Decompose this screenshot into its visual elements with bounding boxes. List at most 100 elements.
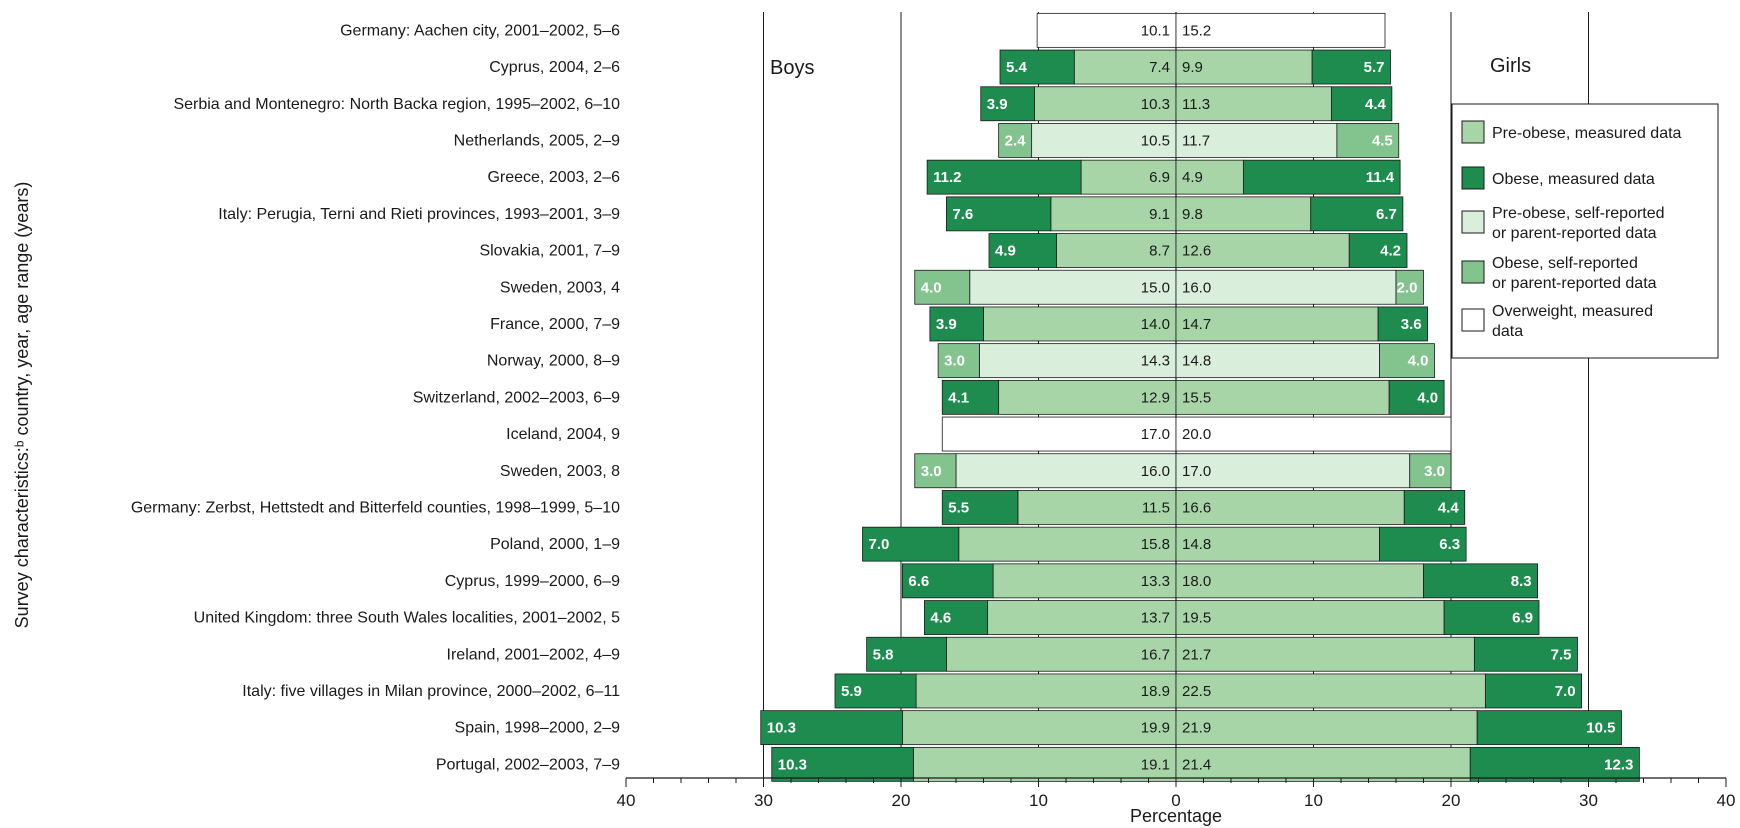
data-label: 10.3	[1141, 96, 1170, 113]
row-label: Cyprus, 1999–2000, 6–9	[445, 573, 620, 590]
bar-segment-pm	[1175, 526, 1380, 562]
bars: 10.1 15.2 5.4 7.4 5.7 9.9 3.9 10.3 4.4 11.3 2.4 10.…	[760, 12, 1640, 782]
data-label: 12.9	[1141, 389, 1170, 406]
row-label: Italy: Perugia, Terni and Rieti province…	[218, 206, 620, 223]
row-bars: 5.5 11.5 4.4 16.6	[941, 490, 1466, 525]
bar-segment-om	[980, 86, 1035, 122]
data-label: 19.5	[1182, 610, 1211, 627]
x-tick-label: 10	[1304, 791, 1323, 810]
data-label: 10.5	[1586, 720, 1615, 737]
bar-segment-os	[998, 123, 1033, 158]
data-label: 4.6	[930, 610, 951, 627]
bar-segment-pm	[1050, 196, 1177, 232]
legend-swatch	[1461, 260, 1485, 284]
bar-segment-om	[1473, 636, 1578, 672]
data-label: 3.0	[921, 463, 942, 480]
legend-label: or parent-reported data	[1492, 275, 1657, 292]
data-label: 4.1	[948, 389, 969, 406]
row-bars: 5.4 7.4 5.7 9.9	[999, 49, 1391, 85]
bar-segment-os	[1409, 453, 1452, 489]
bar-segment-om	[999, 49, 1075, 85]
data-label: 7.6	[952, 206, 973, 223]
bar-segment-om	[1311, 49, 1391, 85]
row-label: Germany: Aachen city, 2001–2002, 5–6	[340, 22, 620, 39]
row-label: Netherlands, 2005, 2–9	[454, 132, 620, 149]
row-bars: 4.1 12.9 4.0 15.5	[941, 379, 1445, 415]
bar-segment-pm	[1080, 159, 1177, 195]
data-label: 10.3	[767, 720, 796, 737]
data-label: 19.1	[1141, 756, 1170, 773]
row-bars: 6.6 13.3 8.3 18.0	[901, 563, 1539, 599]
x-tick-label: 30	[754, 791, 773, 810]
bar-segment-pm	[1033, 86, 1177, 122]
bar-segment-pm	[1175, 563, 1424, 599]
data-label: 10.3	[778, 756, 807, 773]
data-label: 19.9	[1141, 720, 1170, 737]
data-label: 14.8	[1182, 353, 1211, 370]
bar-segment-pm	[912, 746, 1177, 782]
data-label: 4.0	[921, 279, 942, 296]
x-tick-label: 40	[1717, 791, 1736, 810]
data-label: 9.8	[1182, 206, 1203, 223]
data-label: 4.9	[995, 243, 1016, 260]
data-label: 21.4	[1182, 756, 1211, 773]
row-bars: 3.9 10.3 4.4 11.3	[980, 86, 1393, 122]
row-bars: 17.0 20.0	[941, 416, 1452, 452]
x-tick-label: 20	[1442, 791, 1461, 810]
bar-segment-om	[1403, 490, 1466, 525]
row-label: Germany: Zerbst, Hettstedt and Bitterfel…	[131, 499, 620, 516]
row-bars: 5.8 16.7 7.5 21.7	[866, 636, 1578, 672]
legend-swatch	[1461, 166, 1485, 190]
row-label: Spain, 1998–2000, 2–9	[455, 720, 621, 737]
x-axis: 40 30 20 10 0 10 20 30 40	[617, 777, 1736, 810]
row-bars: 7.6 9.1 6.7 9.8	[945, 196, 1404, 232]
row-label: Italy: five villages in Milan province, …	[242, 683, 620, 700]
data-label: 12.3	[1604, 756, 1633, 773]
data-label: 14.7	[1182, 316, 1211, 333]
data-label: 4.9	[1182, 169, 1203, 186]
row-bars: 11.2 6.9 11.4 4.9	[926, 159, 1401, 195]
data-label: 3.0	[944, 353, 965, 370]
row-label: Slovakia, 2001, 7–9	[479, 243, 620, 260]
legend-label: Obese, self-reported	[1492, 255, 1638, 272]
data-label: 4.4	[1438, 499, 1460, 516]
row-label: France, 2000, 7–9	[490, 316, 620, 333]
bar-segment-om	[1423, 563, 1539, 599]
row-bars: 3.9 14.0 3.6 14.7	[929, 306, 1429, 342]
row-label: United Kingdom: three South Wales locali…	[194, 610, 620, 627]
data-label: 10.5	[1141, 132, 1170, 149]
data-label: 11.5	[1142, 499, 1170, 516]
data-label: 4.5	[1372, 132, 1393, 149]
data-label: 5.4	[1006, 59, 1028, 76]
x-tick-label: 0	[1171, 791, 1180, 810]
data-label: 2.0	[1397, 279, 1418, 296]
bar-segment-om	[834, 673, 917, 709]
x-tick-label: 10	[1029, 791, 1048, 810]
bar-segment-ps	[969, 269, 1177, 305]
row-bars: 3.0 16.0 3.0 17.0	[914, 453, 1452, 489]
bar-segment-om	[945, 196, 1052, 232]
bar-segment-pm	[1175, 196, 1312, 232]
data-label: 6.7	[1376, 206, 1397, 223]
bar-segment-om	[1348, 233, 1408, 268]
legend-label: Obese, measured data	[1492, 171, 1655, 188]
bar-segment-om	[1310, 196, 1404, 232]
bar-segment-om	[988, 233, 1057, 268]
row-bars: 7.0 15.8 6.3 14.8	[862, 526, 1467, 562]
data-label: 13.3	[1141, 573, 1170, 590]
data-label: 16.0	[1141, 463, 1170, 480]
data-label: 16.7	[1141, 646, 1170, 663]
bar-segment-pm	[901, 710, 1177, 746]
bar-segment-os	[1336, 123, 1400, 158]
row-bars: 4.6 13.7 6.9 19.5	[923, 600, 1540, 635]
data-label: 22.5	[1182, 683, 1211, 700]
bar-segment-pm	[1175, 233, 1350, 268]
bar-segment-pm	[992, 563, 1177, 599]
bar-segment-os	[914, 269, 971, 305]
x-tick-label: 20	[892, 791, 911, 810]
data-label: 3.0	[1424, 463, 1445, 480]
bar-segment-om	[929, 306, 984, 342]
data-label: 15.8	[1141, 536, 1170, 553]
data-label: 21.9	[1182, 720, 1211, 737]
